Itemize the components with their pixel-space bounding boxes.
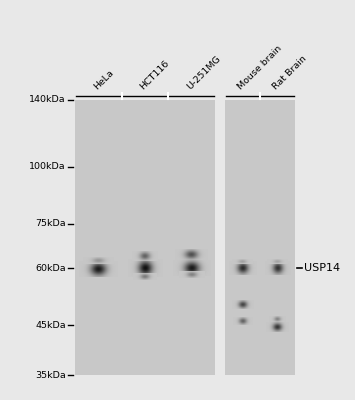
Text: 100kDa: 100kDa [29, 162, 66, 171]
Text: 45kDa: 45kDa [36, 321, 66, 330]
Text: Rat Brain: Rat Brain [271, 54, 308, 91]
Text: 60kDa: 60kDa [36, 264, 66, 272]
Bar [75, 100, 215, 375]
Text: 35kDa: 35kDa [35, 370, 66, 380]
Text: 140kDa: 140kDa [29, 96, 66, 104]
Bar [225, 100, 295, 375]
Text: 75kDa: 75kDa [36, 219, 66, 228]
Text: USP14: USP14 [304, 263, 340, 273]
Text: U-251MG: U-251MG [185, 54, 223, 91]
Text: Mouse brain: Mouse brain [236, 44, 284, 91]
Text: HeLa: HeLa [92, 68, 115, 91]
Text: HCT116: HCT116 [139, 58, 171, 91]
